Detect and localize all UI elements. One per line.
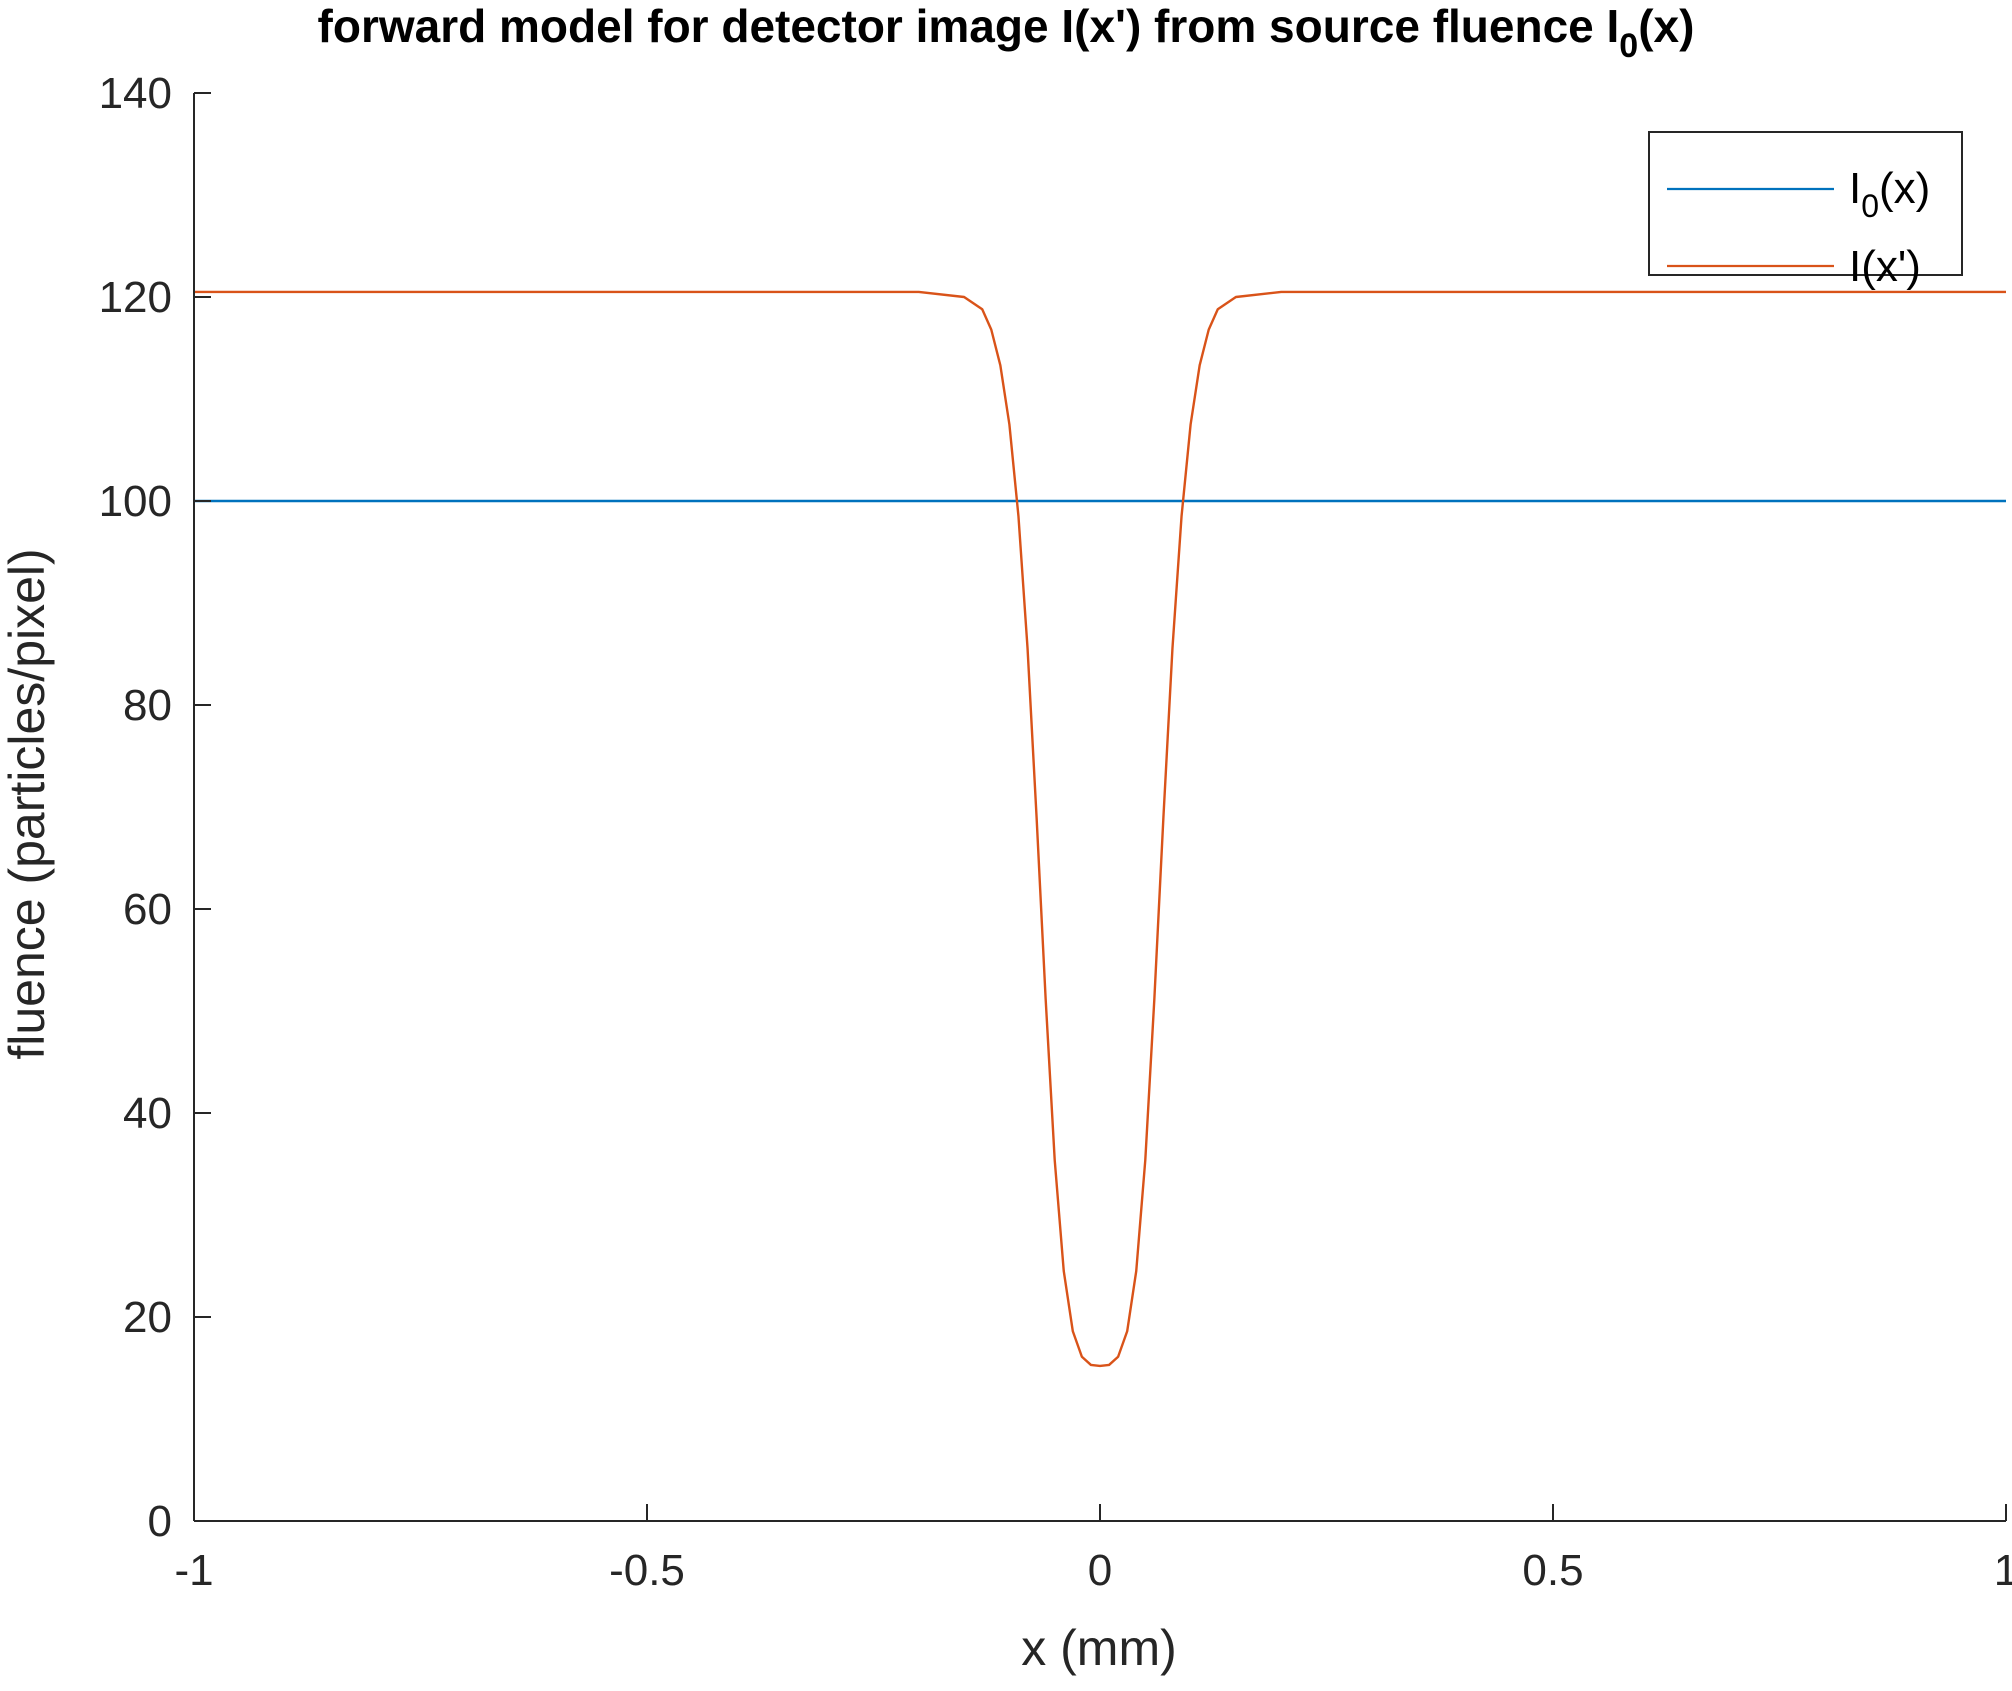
- x-tick-label: 1: [1994, 1546, 2012, 1595]
- legend-box: [1648, 131, 1963, 276]
- y-tick-label: 140: [99, 69, 172, 118]
- x-tick-label: -1: [174, 1546, 213, 1595]
- y-tick-label: 80: [123, 681, 172, 730]
- x-tick-label: 0: [1088, 1546, 1112, 1595]
- legend[interactable]: I0(x) I(x'): [1648, 131, 1963, 291]
- y-tick-label: 100: [99, 477, 172, 526]
- legend-label-source-subscript: 0: [1861, 188, 1879, 224]
- x-tick-label: 0.5: [1522, 1546, 1583, 1595]
- chart-title-main: forward model for detector image I(x') f…: [318, 0, 1620, 52]
- y-tick-label: 120: [99, 273, 172, 322]
- x-tick-label: -0.5: [609, 1546, 685, 1595]
- chart-title-subscript: 0: [1619, 27, 1638, 65]
- series-line-1: [194, 290, 2006, 1368]
- legend-label-detector: I(x'): [1849, 242, 1921, 291]
- y-tick-label: 0: [148, 1497, 172, 1546]
- y-tick-label: 40: [123, 1089, 172, 1138]
- legend-label-source-tail: (x): [1879, 164, 1930, 213]
- y-axis-label: fluence (particles/pixel): [0, 548, 55, 1059]
- y-tick-label: 60: [123, 885, 172, 934]
- series-layer: [194, 290, 2006, 1368]
- axes-layer: -1 -0.5 0 0.5 1 0 20 40 60 80 100 120 140: [99, 69, 2012, 1595]
- y-tick-label: 20: [123, 1293, 172, 1342]
- chart-title: forward model for detector image I(x') f…: [318, 0, 1695, 65]
- chart-title-tail: (x): [1638, 0, 1694, 52]
- plot-background: [194, 93, 2006, 1521]
- legend-label-source-main: I: [1849, 164, 1861, 213]
- legend-label-source: I0(x): [1849, 164, 1930, 224]
- x-axis-label: x (mm): [1021, 1620, 1177, 1676]
- plot-area: [194, 93, 2006, 1521]
